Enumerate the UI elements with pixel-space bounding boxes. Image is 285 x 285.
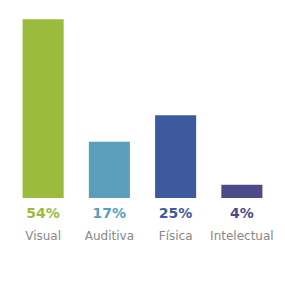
bar [89, 142, 130, 198]
bar [221, 185, 262, 198]
data-label: 54% [26, 205, 60, 221]
page: {"chart_data": {"type": "bar", "categori… [0, 0, 285, 285]
category-label: Física [159, 229, 193, 243]
category-label: Intelectual [210, 229, 274, 243]
bar [155, 115, 196, 198]
data-label: 4% [230, 205, 254, 221]
data-label: 17% [93, 205, 127, 221]
category-label: Visual [25, 229, 61, 243]
data-label: 25% [159, 205, 193, 221]
bars [23, 19, 263, 198]
bar [23, 19, 64, 198]
chart-container: 54% Visual 17% Auditiva 25% Física 4% Intelectu… [0, 0, 285, 285]
labels: 54% Visual 17% Auditiva 25% Física 4% Intelectu… [25, 205, 273, 243]
category-label: Auditiva [85, 229, 134, 243]
chart: 54% Visual 17% Auditiva 25% Física 4% Intelectu… [0, 0, 285, 285]
